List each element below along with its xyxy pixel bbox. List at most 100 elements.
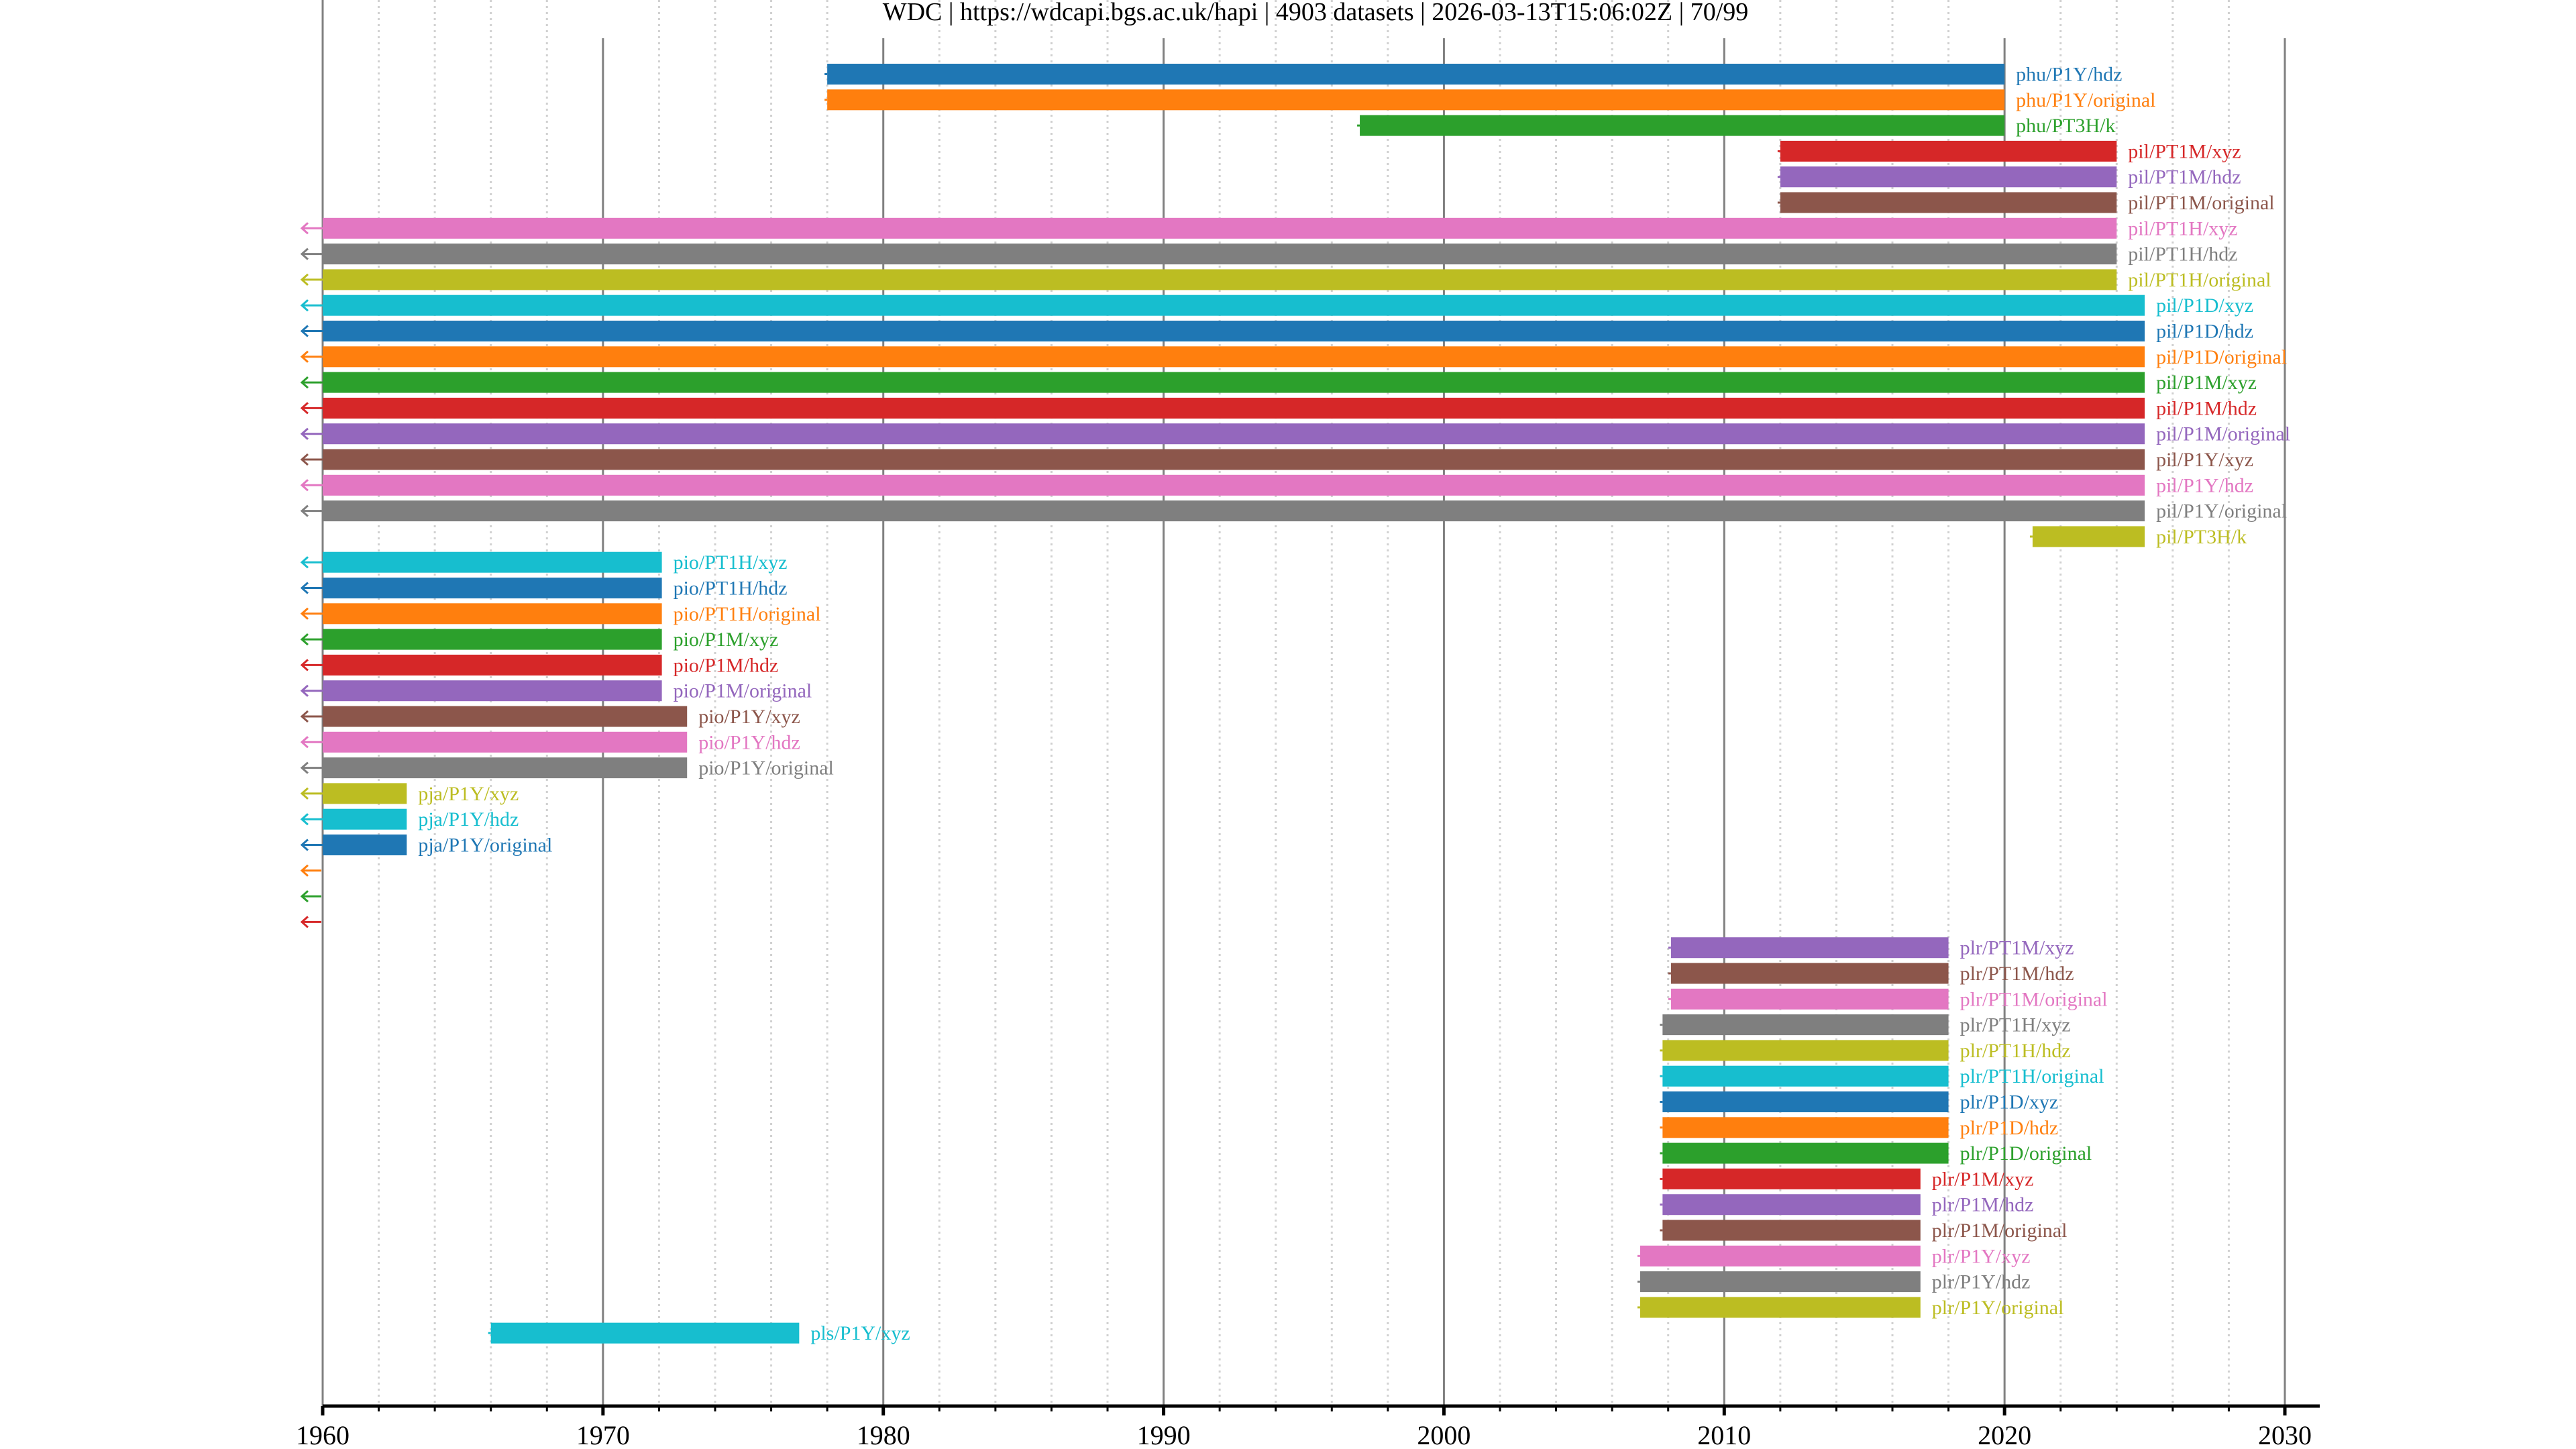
dataset-label: plr/P1D/xyz <box>1960 1091 2059 1114</box>
dataset-label: pil/P1D/original <box>2156 346 2287 368</box>
arrow-head <box>300 325 309 337</box>
dataset-bar <box>1662 1014 1949 1036</box>
dataset-bar <box>1670 988 1949 1010</box>
dataset-bar <box>827 64 2005 85</box>
arrow-head <box>300 582 309 594</box>
arrow-left-icon <box>300 787 321 800</box>
arrow-left-icon <box>300 479 321 492</box>
arrow-left-icon <box>300 402 321 415</box>
dataset-label: plr/PT1H/original <box>1960 1065 2104 1087</box>
arrow-head <box>300 684 309 697</box>
dataset-bar <box>323 321 2145 341</box>
dataset-label: pio/PT1H/original <box>674 603 821 625</box>
dataset-label: plr/PT1H/xyz <box>1960 1014 2071 1036</box>
dataset-label: plr/P1Y/original <box>1932 1297 2064 1319</box>
dataset-label: pil/P1Y/xyz <box>2156 449 2253 471</box>
dataset-label: pil/P1Y/hdz <box>2156 474 2253 496</box>
arrow-left-icon <box>300 376 321 389</box>
dataset-label: pio/P1M/xyz <box>674 629 779 651</box>
dataset-bar <box>1360 115 2005 136</box>
dataset-label: pja/P1Y/hdz <box>418 808 519 830</box>
dataset-label: plr/P1M/original <box>1932 1220 2068 1242</box>
dataset-bar <box>323 500 2145 522</box>
arrow-head <box>300 402 309 415</box>
dataset-label: pil/PT1M/original <box>2128 192 2274 214</box>
chart-title: WDC | https://wdcapi.bgs.ac.uk/hapi | 49… <box>883 0 1749 26</box>
dataset-label: pls/P1Y/xyz <box>810 1322 910 1344</box>
dataset-bar <box>323 783 407 804</box>
dataset-label: pil/P1Y/original <box>2156 500 2287 523</box>
arrow-head <box>300 761 309 774</box>
dataset-label: pil/P1D/hdz <box>2156 321 2253 343</box>
arrow-left-icon <box>300 633 321 646</box>
arrow-left-icon <box>300 453 321 466</box>
dataset-bar <box>1662 1168 1921 1189</box>
arrow-head <box>300 607 309 620</box>
dataset-bar <box>1640 1271 1921 1293</box>
dataset-bar <box>1662 1040 1949 1061</box>
dataset-bar <box>323 372 2145 393</box>
arrow-head <box>300 787 309 800</box>
major-gridlines <box>321 0 2286 1406</box>
dataset-bar <box>323 706 688 727</box>
x-tick-label: 2030 <box>2258 1420 2312 1449</box>
arrow-left-icon <box>300 710 321 723</box>
arrow-left-icon <box>300 299 321 312</box>
arrow-head <box>300 427 309 440</box>
arrow-left-icon <box>300 813 321 826</box>
dataset-label: plr/PT1M/xyz <box>1960 937 2074 959</box>
arrow-left-icon <box>300 916 321 928</box>
arrow-head <box>300 273 309 286</box>
arrow-head <box>300 839 309 851</box>
arrow-left-icon <box>300 684 321 697</box>
arrow-left-icon <box>300 864 321 877</box>
dataset-bar <box>323 757 688 779</box>
dataset-bar <box>323 449 2145 470</box>
dataset-label: pil/P1D/xyz <box>2156 294 2253 317</box>
dataset-bar <box>490 1322 800 1344</box>
dataset-label: plr/P1Y/xyz <box>1932 1245 2031 1267</box>
arrow-left-icon <box>300 839 321 851</box>
dataset-label: pja/P1Y/xyz <box>418 783 519 805</box>
dataset-bars <box>320 64 2145 1344</box>
dataset-bar <box>323 680 662 702</box>
arrow-head <box>300 376 309 389</box>
arrow-head <box>300 916 309 928</box>
dataset-label: pil/PT1H/hdz <box>2128 244 2237 266</box>
arrow-head <box>300 813 309 826</box>
dataset-bar <box>1640 1245 1921 1267</box>
dataset-bar <box>827 89 2005 111</box>
dataset-bar <box>1662 1065 1949 1087</box>
x-tick-label: 2000 <box>1417 1420 1470 1449</box>
dataset-label: plr/PT1M/original <box>1960 988 2108 1010</box>
dataset-label: pio/P1Y/original <box>698 757 834 780</box>
dataset-bar <box>323 629 662 650</box>
arrow-head <box>300 248 309 260</box>
x-tick-label: 1970 <box>576 1420 630 1449</box>
dataset-bar <box>323 731 688 753</box>
arrow-head <box>300 299 309 312</box>
dataset-label: pil/PT1M/xyz <box>2128 140 2241 162</box>
dataset-label: plr/P1D/original <box>1960 1142 2092 1165</box>
dataset-label: plr/P1D/hdz <box>1960 1117 2059 1139</box>
dataset-label: phu/P1Y/hdz <box>2016 64 2122 86</box>
arrow-head <box>300 864 309 877</box>
x-tick-label: 1960 <box>296 1420 350 1449</box>
dataset-label: pio/PT1H/xyz <box>674 551 788 574</box>
dataset-label: pil/PT3H/k <box>2156 526 2247 548</box>
dataset-label: plr/PT1H/hdz <box>1960 1040 2071 1062</box>
dataset-bar <box>1662 1091 1949 1112</box>
arrow-head <box>300 633 309 646</box>
dataset-labels: phu/P1Y/hdz phu/P1Y/original phu/PT3H/k pil… <box>418 64 2290 1345</box>
dataset-bar <box>1640 1297 1921 1318</box>
arrow-left-icon <box>300 222 321 235</box>
arrow-left-icon <box>300 350 321 363</box>
dataset-bar <box>1662 1117 1949 1138</box>
dataset-label: pil/PT1M/hdz <box>2128 166 2241 189</box>
arrow-head <box>300 222 309 235</box>
x-tick-label: 2020 <box>1978 1420 2031 1449</box>
dataset-label: pio/P1M/hdz <box>674 654 779 676</box>
dataset-bar <box>323 474 2145 496</box>
dataset-bar <box>323 578 662 598</box>
